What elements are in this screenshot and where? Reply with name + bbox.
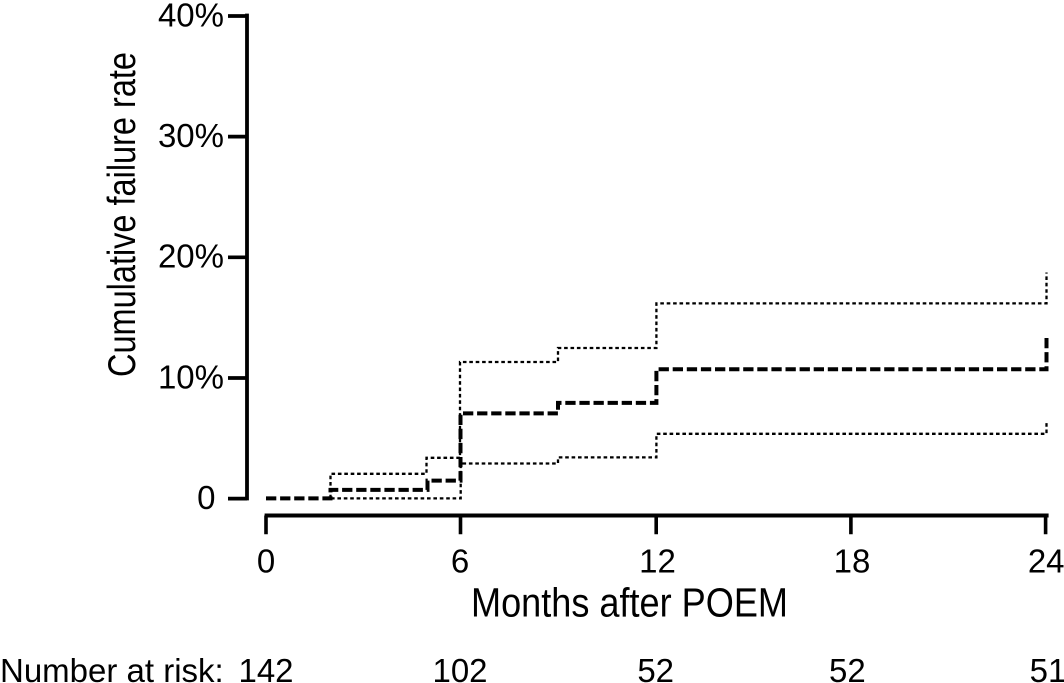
svg-text:142: 142 <box>238 652 293 683</box>
svg-text:10%: 10% <box>158 358 224 395</box>
svg-text:102: 102 <box>432 652 487 683</box>
svg-text:20%: 20% <box>158 238 224 275</box>
svg-text:Cumulative failure rate: Cumulative failure rate <box>101 52 144 377</box>
svg-text:0: 0 <box>197 479 215 516</box>
svg-text:30%: 30% <box>158 117 224 154</box>
svg-text:Months after POEM: Months after POEM <box>471 579 788 625</box>
svg-text:52: 52 <box>829 652 866 683</box>
svg-text:51: 51 <box>1030 652 1064 683</box>
svg-text:52: 52 <box>637 652 674 683</box>
svg-text:24: 24 <box>1028 543 1064 580</box>
svg-text:18: 18 <box>834 543 871 580</box>
svg-text:6: 6 <box>451 543 469 580</box>
svg-text:0: 0 <box>257 543 275 580</box>
svg-text:12: 12 <box>639 543 676 580</box>
svg-text:Number at risk:: Number at risk: <box>0 652 224 683</box>
svg-text:40%: 40% <box>158 0 224 33</box>
